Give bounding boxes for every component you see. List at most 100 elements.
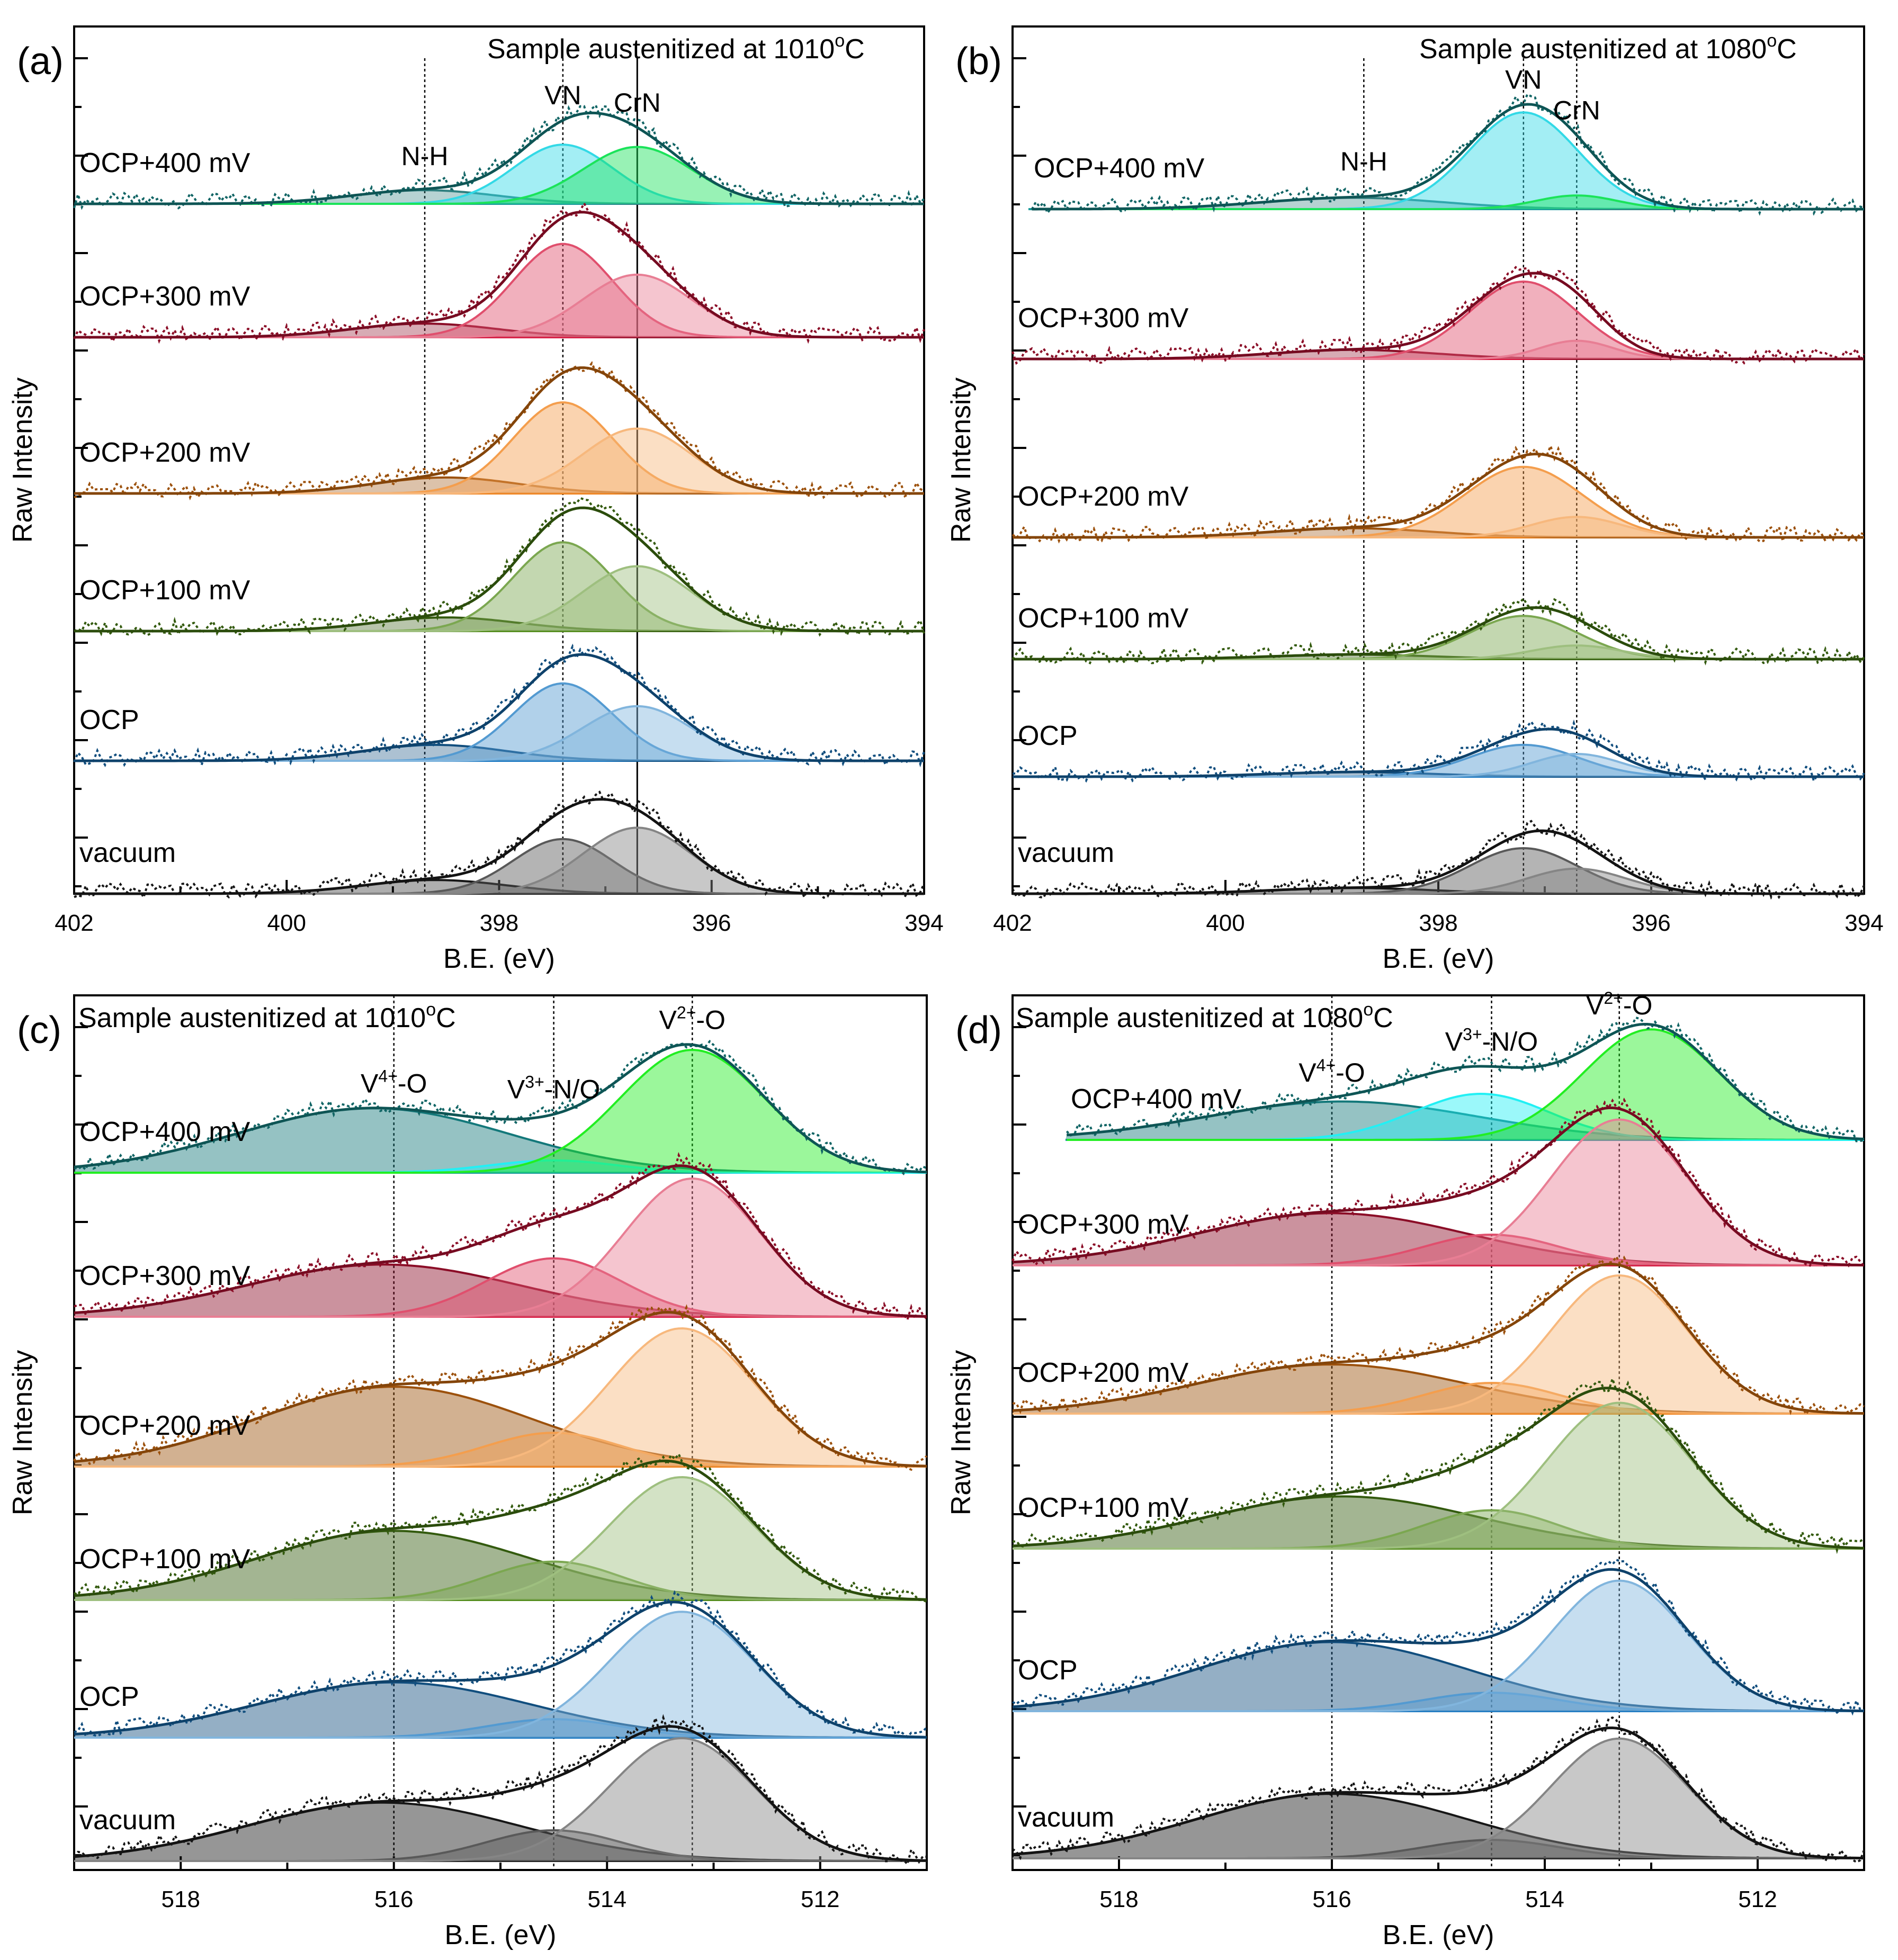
component-fill xyxy=(1028,112,1864,209)
peak-label: V2+-O xyxy=(1586,988,1652,1020)
envelope-curve xyxy=(74,211,924,339)
series-label: OCP+200 mV xyxy=(1018,1357,1189,1388)
x-tick-label: 402 xyxy=(55,910,93,936)
envelope-curve xyxy=(74,1459,927,1601)
x-tick-label: 514 xyxy=(588,1886,626,1912)
x-tick-label: 402 xyxy=(993,910,1032,936)
component-fill xyxy=(74,145,924,204)
raw-data-curve xyxy=(74,361,925,501)
component-fill xyxy=(74,542,924,631)
series-label: OCP+100 mV xyxy=(79,1544,250,1575)
y-axis-label: Raw Intensity xyxy=(946,377,977,543)
envelope-curve xyxy=(74,1310,927,1468)
peak-label: N-H xyxy=(401,141,449,171)
series-label: OCP+400 mV xyxy=(1034,153,1205,184)
component-fill xyxy=(1013,1402,1864,1549)
series-ocp-100-mv: OCP+100 mV xyxy=(73,497,925,639)
raw-data-curve xyxy=(1011,1098,1865,1270)
raw-data-curve xyxy=(73,201,925,344)
peak-label: V2+-O xyxy=(659,1003,726,1035)
envelope-curve xyxy=(1012,1726,1865,1860)
series-ocp-400-mv: OCP+400 mV V4+-O V3+-N/O V2+-O xyxy=(74,1003,927,1175)
series-ocp: OCP xyxy=(73,643,925,769)
x-tick-label: 512 xyxy=(801,1886,839,1912)
component-fill xyxy=(1013,1383,1864,1414)
component-fill xyxy=(74,1179,927,1317)
component-fill xyxy=(1013,1510,1864,1549)
x-tick-label: 394 xyxy=(1845,910,1883,936)
series-label: OCP+400 mV xyxy=(1071,1084,1242,1114)
series-vacuum: vacuum xyxy=(1011,820,1865,900)
panel-d: 518 516 514 512 B.E. (eV) Raw Intensity (d) Sam… xyxy=(946,988,1865,1950)
envelope-curve xyxy=(74,1725,927,1862)
series-label: OCP+400 mV xyxy=(79,148,250,178)
peak-label: CrN xyxy=(614,88,661,118)
series-label: vacuum xyxy=(1018,1802,1114,1833)
component-fill xyxy=(1013,1364,1864,1414)
x-tick-label: 398 xyxy=(480,910,518,936)
panel-label: (a) xyxy=(17,40,64,83)
envelope-curve xyxy=(74,798,924,895)
component-fill xyxy=(1013,281,1864,359)
panel-label: (d) xyxy=(955,1009,1002,1051)
series-ocp-200-mv: OCP+200 mV xyxy=(73,1304,928,1471)
raw-data-curve xyxy=(74,1452,927,1603)
raw-data-curve xyxy=(73,1304,928,1471)
envelope-curve xyxy=(74,506,924,633)
series-ocp-200-mv: OCP+200 mV xyxy=(1012,1254,1865,1417)
envelope-curve xyxy=(1012,1387,1865,1550)
component-fill xyxy=(74,1531,927,1600)
raw-data-curve xyxy=(1011,266,1865,365)
series-vacuum: vacuum xyxy=(74,790,925,901)
component-fill xyxy=(74,744,924,761)
series-label: OCP+200 mV xyxy=(1018,481,1189,512)
series-label: OCP xyxy=(79,1682,139,1712)
series-label: OCP+100 mV xyxy=(1018,603,1189,634)
raw-data-curve xyxy=(74,790,925,901)
series-ocp-300-mv: OCP+300 mV xyxy=(73,201,925,344)
raw-data-curve xyxy=(1011,1716,1865,1864)
panel-title: Sample austenitized at 1080oC xyxy=(1419,31,1797,65)
component-fill xyxy=(74,828,924,894)
component-fill xyxy=(74,1258,927,1317)
component-fill xyxy=(74,1433,927,1467)
component-fill xyxy=(1013,1235,1864,1265)
component-fill xyxy=(74,1719,927,1738)
peak-label: N-H xyxy=(1340,147,1387,176)
panel-label: (b) xyxy=(955,40,1002,83)
envelope-curve xyxy=(1012,1568,1865,1713)
x-tick-label: 396 xyxy=(692,910,731,936)
envelope-curve xyxy=(1013,452,1864,539)
series-label: OCP+300 mV xyxy=(79,1261,250,1291)
x-tick-label: 394 xyxy=(905,910,943,936)
raw-data-curve xyxy=(73,497,925,639)
component-fill xyxy=(74,477,924,493)
envelope-curve xyxy=(1013,829,1864,895)
series-label: vacuum xyxy=(79,1805,176,1836)
component-fill xyxy=(74,839,924,894)
series-ocp-200-mv: OCP+200 mV xyxy=(1011,443,1865,545)
envelope-curve xyxy=(74,366,924,495)
x-tick-label: 400 xyxy=(267,910,306,936)
panel-title: Sample austenitized at 1080oC xyxy=(1016,1000,1393,1033)
component-fill xyxy=(1013,848,1864,894)
component-fill xyxy=(74,147,924,204)
component-fill xyxy=(1013,744,1864,777)
component-fill xyxy=(1066,1094,1864,1140)
series-ocp-300-mv: OCP+300 mV xyxy=(1011,1098,1865,1270)
component-fill xyxy=(74,566,924,631)
envelope-curve xyxy=(1067,1023,1865,1140)
component-fill xyxy=(1013,1738,1864,1858)
component-fill xyxy=(74,244,924,337)
series-label: OCP+300 mV xyxy=(79,281,250,312)
envelope-curve xyxy=(74,1164,927,1318)
envelope-curve xyxy=(1013,606,1864,661)
x-tick-label: 398 xyxy=(1419,910,1457,936)
series-ocp-300-mv: OCP+300 mV xyxy=(74,1152,928,1323)
x-tick-label: 512 xyxy=(1738,1886,1777,1912)
peak-label: V4+-O xyxy=(1299,1056,1365,1087)
x-tick-label: 396 xyxy=(1632,910,1670,936)
series-label: OCP xyxy=(1018,721,1078,751)
x-axis-label: B.E. (eV) xyxy=(443,943,555,974)
